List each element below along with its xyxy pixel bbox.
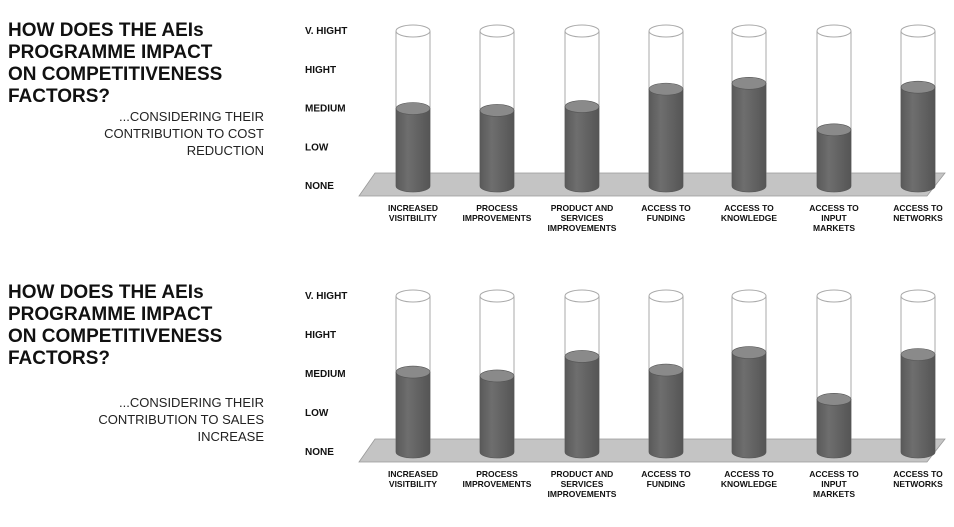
bar-fill: [479, 110, 515, 193]
question-title: HOW DOES THE AEIs PROGRAMME IMPACT ON CO…: [8, 20, 223, 107]
bar-top: [900, 80, 936, 94]
bar-fill: [731, 83, 767, 193]
y-tick-label: MEDIUM: [305, 369, 346, 380]
bar-fill: [731, 352, 767, 459]
y-tick-label: HIGHT: [305, 330, 336, 341]
bar-fill: [816, 129, 852, 193]
x-tick-label: ACCESS TO FUNDING: [641, 203, 691, 223]
tube-top: [479, 289, 515, 303]
tube-top: [900, 289, 936, 303]
x-tick-label: PRODUCT AND SERVICES IMPROVEMENTS: [548, 203, 617, 233]
tube-top: [479, 24, 515, 38]
cylinder-bar: [816, 24, 852, 193]
cylinder-bar: [648, 24, 684, 193]
tube-top: [731, 24, 767, 38]
x-tick-label: PROCESS IMPROVEMENTS: [463, 203, 532, 223]
x-tick-label: PROCESS IMPROVEMENTS: [463, 469, 532, 489]
tube-top: [395, 24, 431, 38]
tube-top: [731, 289, 767, 303]
tube-top: [900, 24, 936, 38]
x-tick-label: INCREASED VISITBILITY: [388, 203, 438, 223]
bar-fill: [479, 375, 515, 459]
x-tick-label: PRODUCT AND SERVICES IMPROVEMENTS: [548, 469, 617, 499]
bar-fill: [900, 86, 936, 193]
x-tick-label: ACCESS TO INPUT MARKETS: [809, 203, 859, 233]
bar-fill: [395, 108, 431, 193]
question-subtitle: ...CONSIDERING THEIR CONTRIBUTION TO SAL…: [98, 395, 264, 444]
cylinder-bar: [731, 289, 767, 459]
bar-top: [816, 123, 852, 137]
question-title: HOW DOES THE AEIs PROGRAMME IMPACT ON CO…: [8, 282, 223, 369]
tube-top: [564, 289, 600, 303]
bar-fill: [564, 356, 600, 459]
y-tick-label: NONE: [305, 447, 334, 458]
y-tick-label: NONE: [305, 181, 334, 192]
tube-top: [564, 24, 600, 38]
cylinder-bar: [395, 289, 431, 459]
tube-top: [648, 289, 684, 303]
bar-top: [900, 348, 936, 361]
bar-fill: [395, 371, 431, 459]
bar-top: [395, 102, 431, 115]
cylinder-bar: [395, 24, 431, 193]
bar-top: [731, 346, 767, 359]
x-tick-label: ACCESS TO NETWORKS: [893, 203, 943, 223]
tube-top: [395, 289, 431, 303]
x-tick-label: INCREASED VISITBILITY: [388, 469, 438, 489]
x-tick-label: ACCESS TO FUNDING: [641, 469, 691, 489]
y-tick-label: MEDIUM: [305, 104, 346, 115]
y-tick-label: LOW: [305, 408, 329, 419]
cylinder-bar: [564, 289, 600, 459]
cylinder-bar: [648, 289, 684, 459]
x-tick-label: ACCESS TO KNOWLEDGE: [721, 469, 778, 489]
tube-top: [816, 24, 852, 38]
bar-top: [731, 77, 767, 90]
cylinder-bar: [731, 24, 767, 193]
bar-top: [648, 363, 684, 377]
bar-top: [395, 365, 431, 379]
y-tick-label: HIGHT: [305, 65, 336, 76]
cylinder-bar: [479, 289, 515, 459]
cylinder-bar: [564, 24, 600, 193]
x-tick-label: ACCESS TO INPUT MARKETS: [809, 469, 859, 499]
bar-fill: [816, 399, 852, 459]
chart-block-cost-reduction: HOW DOES THE AEIs PROGRAMME IMPACT ON CO…: [0, 0, 954, 262]
bar-top: [564, 100, 600, 113]
chart-block-sales-increase: HOW DOES THE AEIs PROGRAMME IMPACT ON CO…: [0, 262, 954, 527]
bar-top: [479, 369, 515, 383]
cylinder-bar: [900, 289, 936, 459]
bar-top: [648, 82, 684, 96]
bar-fill: [648, 88, 684, 193]
bar-top: [816, 393, 852, 406]
bar-fill: [648, 369, 684, 459]
y-tick-label: V. HIGHT: [305, 26, 347, 37]
cylinder-bar: [900, 24, 936, 193]
x-tick-label: ACCESS TO KNOWLEDGE: [721, 203, 778, 223]
bar-chart-sales-increase: NONE LOW MEDIUM HIGHT V. HIGHT INCREASED VISIT…: [305, 289, 946, 499]
question-subtitle: ...CONSIDERING THEIR CONTRIBUTION TO COS…: [104, 109, 264, 158]
bar-top: [564, 350, 600, 363]
tube-top: [648, 24, 684, 38]
y-tick-label: LOW: [305, 142, 329, 153]
y-tick-label: V. HIGHT: [305, 291, 347, 302]
x-tick-label: ACCESS TO NETWORKS: [893, 469, 943, 489]
cylinder-bar: [816, 289, 852, 459]
bar-chart-cost-reduction: NONE LOW MEDIUM HIGHT V. HIGHT INCREASED VISIT…: [305, 24, 946, 233]
tube-top: [816, 289, 852, 303]
bar-fill: [900, 354, 936, 459]
bar-fill: [564, 106, 600, 193]
bar-top: [479, 104, 515, 117]
cylinder-bar: [479, 24, 515, 193]
